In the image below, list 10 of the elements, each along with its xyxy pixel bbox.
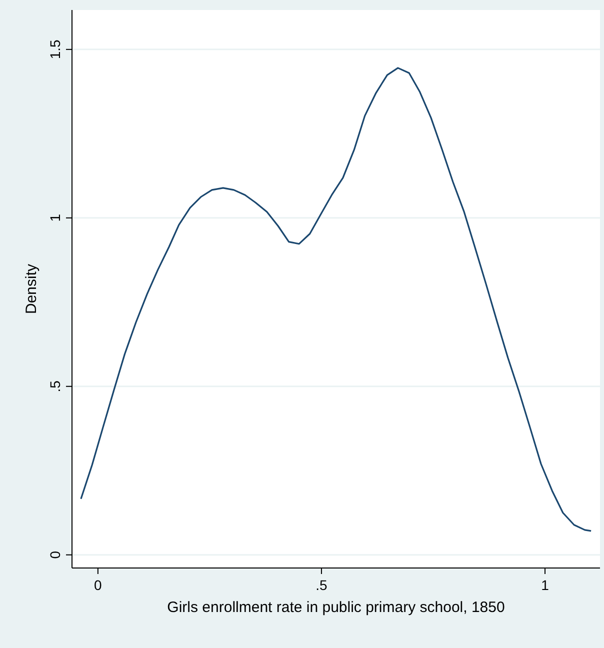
y-axis-title: Density bbox=[23, 264, 40, 314]
x-tick-label: 0 bbox=[94, 577, 102, 593]
y-tick-label: 1.5 bbox=[47, 39, 63, 60]
x-tick-label: .5 bbox=[316, 577, 328, 593]
y-tick-label: .5 bbox=[47, 380, 63, 392]
y-tick-label: 0 bbox=[47, 550, 63, 559]
y-tick-label: 1 bbox=[47, 214, 63, 222]
x-axis-title: Girls enrollment rate in public primary school, 1850 bbox=[167, 599, 505, 616]
line-series bbox=[80, 67, 592, 532]
x-tick-label: 1 bbox=[541, 577, 550, 593]
